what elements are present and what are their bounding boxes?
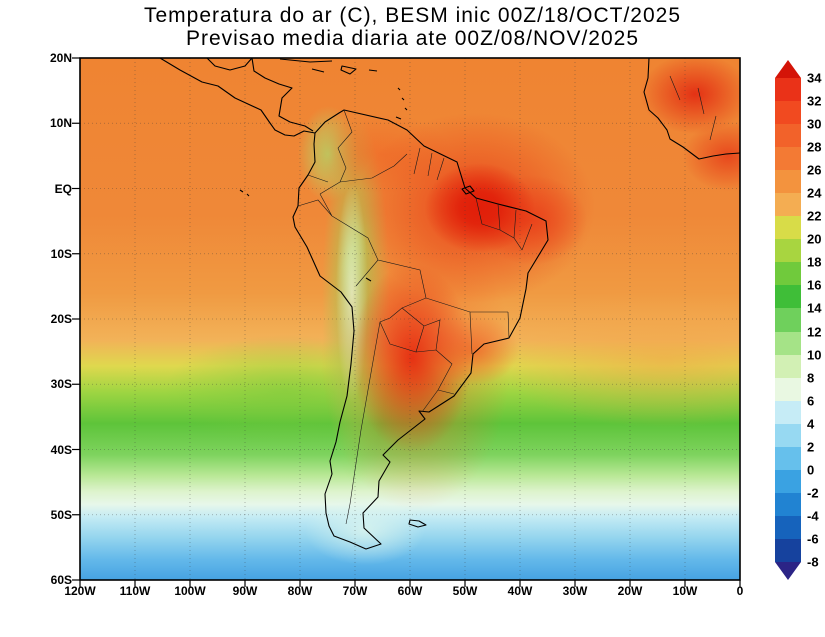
colorbar-tick-label: 22 [807,208,822,224]
islands [239,58,475,528]
lon-tick-label: 0 [736,584,744,598]
lon-tick-label: 80W [287,584,313,598]
chart-subtitle: Previsao media diaria ate 00Z/08/NOV/202… [185,27,640,50]
colorbar-overflow-top-triangle [775,60,801,78]
colorbar-tick-label: 26 [807,162,822,178]
colorbar-cell [775,492,801,516]
colorbar-tick-label: 34 [807,70,822,86]
lon-tick-label: 120W [64,584,96,598]
lat-tick-label: 10S [50,246,72,261]
colorbar-cell [775,216,801,240]
colorbar-tick-label: 8 [807,370,815,386]
colorbar-tick-label: -4 [807,508,819,524]
latitude-axis: 20N 10N EQ 10S 20S 30S 40S 50S 60S [34,51,76,587]
colorbar-cell [775,538,801,562]
colorbar-tick-label: 12 [807,324,822,340]
colorbar-tick-label: 30 [807,116,822,132]
colorbar-cell [775,170,801,194]
lon-tick-label: 60W [397,584,423,598]
colorbar-cell [775,515,801,539]
colorbar-tick-label: -6 [807,531,819,547]
colorbar-tick-label: 16 [807,277,822,293]
colorbar-tick-label: 4 [807,416,815,432]
colorbar-cell [775,446,801,470]
colorbar-cell [775,78,801,102]
lat-tick-label: 40S [50,442,72,457]
colorbar-cell [775,147,801,171]
map-overlay [72,57,741,587]
colorbar-cell [775,193,801,217]
lat-tick-label: EQ [54,181,72,196]
longitude-axis: 120W 110W 100W 90W 80W 70W 60W 50W 40W 30W 20W 10W 0 [64,584,743,600]
lat-tick-label: 10N [49,116,72,131]
colorbar-tick-label: 2 [807,439,815,455]
colorbar-tick-label: 14 [807,300,822,316]
colorbar-cell [775,331,801,355]
africa-coastline [643,57,741,160]
lat-tick-label: 30S [50,377,72,392]
colorbar-tick-label: 6 [807,393,815,409]
colorbar-tick-label: 32 [807,93,822,109]
lat-tick-label: 20N [49,51,72,65]
colorbar-cell [775,124,801,148]
lon-tick-label: 100W [174,584,206,598]
colorbar-cell [775,101,801,125]
colorbar-cell [775,469,801,493]
lon-tick-label: 90W [232,584,258,598]
lon-tick-label: 30W [562,584,588,598]
colorbar-cell [775,262,801,286]
lon-tick-label: 40W [507,584,533,598]
colorbar-cell [775,400,801,424]
colorbar-cell [775,354,801,378]
central-america-coastline [159,57,316,137]
colorbar-cell [775,308,801,332]
south-america-coastline [292,109,549,550]
lon-tick-label: 110W [119,584,151,598]
temperature-field [80,58,740,580]
colorbar-overflow-bottom-triangle [775,562,801,580]
colorbar-tick-label: -8 [807,554,819,570]
colorbar-tick-label: 10 [807,347,822,363]
colorbar-cells [775,78,801,562]
lon-tick-label: 70W [342,584,368,598]
colorbar-cell [775,239,801,263]
lat-tick-label: 50S [50,507,72,522]
lon-tick-label: 50W [452,584,478,598]
colorbar-cell [775,423,801,447]
country-borders [297,75,717,525]
lat-tick-label: 60S [50,573,72,587]
map-plot-area [72,57,741,587]
colorbar-tick-label: -2 [807,485,819,501]
colorbar-tick-label: 18 [807,254,822,270]
chart-title: Temperatura do ar (C), BESM inic 00Z/18/… [143,4,682,27]
colorbar-labels: 34 32 30 28 26 24 22 20 18 16 14 12 10 8 6 4 2 0 -2 -4 -6 -8 [807,60,825,580]
colorbar-cell [775,377,801,401]
lon-tick-label: 20W [617,584,643,598]
colorbar-cell [775,285,801,309]
colorbar: 34 32 30 28 26 24 22 20 18 16 14 12 10 8 6 4 2 0 -2 -4 -6 -8 [775,60,821,580]
colorbar-tick-label: 20 [807,231,822,247]
colorbar-tick-label: 28 [807,139,822,155]
colorbar-tick-label: 24 [807,185,822,201]
colorbar-tick-label: 0 [807,462,815,478]
lat-tick-label: 20S [50,312,72,326]
lon-tick-label: 10W [672,584,698,598]
